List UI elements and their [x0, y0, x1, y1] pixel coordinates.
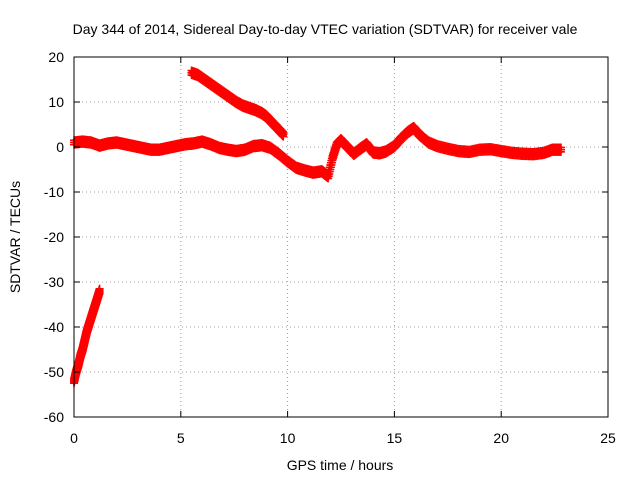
- y-tick-label: -40: [44, 319, 64, 335]
- series-descending-arc: [187, 66, 288, 141]
- y-tick-label: -20: [44, 229, 64, 245]
- data-marks: [70, 66, 566, 388]
- y-tick-label: -10: [44, 184, 64, 200]
- series-main-trace: [70, 121, 566, 183]
- y-tick-label: -60: [44, 409, 64, 425]
- axis-ticks: 0 5 10 15 20 25 -60 -50 -40 -30 -20 -10 0 10 20: [44, 49, 616, 446]
- x-axis-label: GPS time / hours: [287, 457, 394, 473]
- y-tick-label: -50: [44, 364, 64, 380]
- x-tick-label: 5: [177, 430, 185, 446]
- x-tick-label: 10: [280, 430, 296, 446]
- x-tick-label: 25: [600, 430, 616, 446]
- y-tick-label: -30: [44, 274, 64, 290]
- series-steep-rise: [70, 284, 104, 388]
- x-tick-label: 20: [493, 430, 509, 446]
- data-point: [95, 289, 104, 298]
- x-tick-label: 15: [387, 430, 403, 446]
- data-point: [279, 132, 288, 141]
- grid-lines: [74, 57, 608, 417]
- y-tick-label: 10: [48, 94, 64, 110]
- y-axis-label: SDTVAR / TECUs: [7, 181, 23, 293]
- plot-frame: [73, 56, 609, 418]
- y-tick-label: 20: [48, 49, 64, 65]
- y-tick-label: 0: [56, 139, 64, 155]
- chart-title: Day 344 of 2014, Sidereal Day-to-day VTE…: [73, 21, 578, 37]
- x-tick-label: 0: [70, 430, 78, 446]
- data-point: [557, 147, 566, 156]
